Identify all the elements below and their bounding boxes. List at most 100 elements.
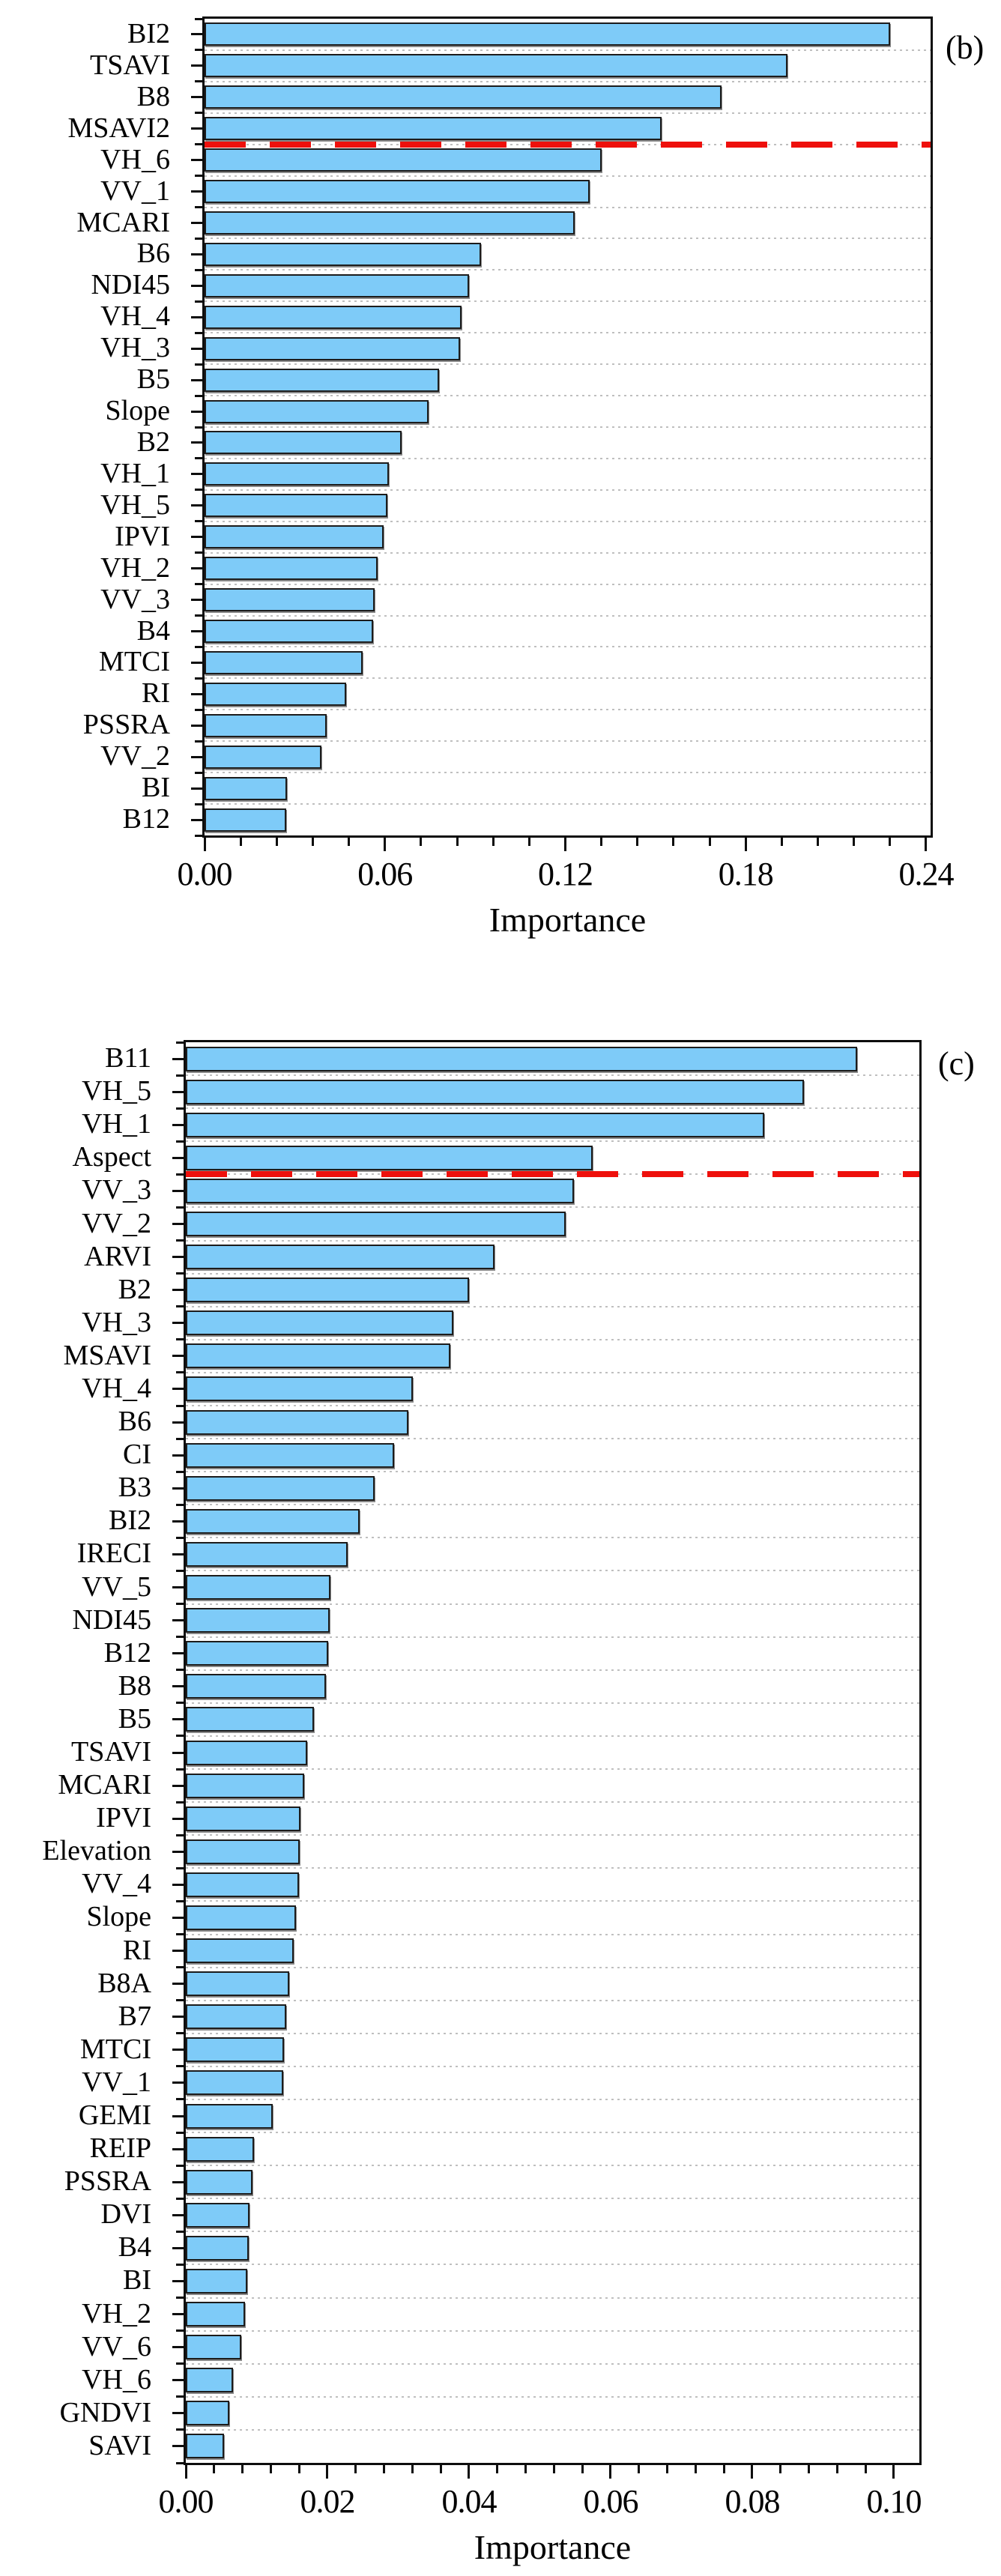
x-axis-minor-tick xyxy=(297,2465,300,2473)
y-axis-minor-tick xyxy=(176,1603,184,1606)
y-axis-major-tick xyxy=(191,347,202,350)
gridline xyxy=(186,1702,919,1704)
x-tick-label: 0.06 xyxy=(583,2483,638,2520)
y-axis-major-tick xyxy=(172,1850,184,1853)
importance-bar xyxy=(205,117,662,141)
y-axis-label: VH_5 xyxy=(82,1075,151,1107)
y-axis-label: B8 xyxy=(118,1670,151,1702)
x-axis-minor-tick xyxy=(354,2465,357,2473)
y-axis-label: GNDVI xyxy=(59,2397,151,2429)
gridline xyxy=(186,2098,919,2100)
gridline xyxy=(186,2395,919,2398)
gridline xyxy=(186,2165,919,2167)
importance-bar xyxy=(186,2335,241,2360)
y-axis-major-tick xyxy=(172,1289,184,1292)
y-axis-label: VV_2 xyxy=(100,740,170,773)
x-axis-minor-tick xyxy=(853,838,856,846)
importance-bar xyxy=(186,2103,273,2129)
y-axis-minor-tick xyxy=(176,1338,184,1341)
importance-bar xyxy=(205,273,470,297)
y-axis-label: B2 xyxy=(118,1273,151,1305)
gridline xyxy=(186,2428,919,2431)
y-axis-minor-tick xyxy=(195,708,202,711)
x-axis-major-tick xyxy=(326,2465,329,2479)
importance-bar xyxy=(205,557,378,581)
x-axis-major-tick xyxy=(609,2465,612,2479)
gridline xyxy=(186,1900,919,1902)
gridline xyxy=(186,2329,919,2332)
y-axis-minor-tick xyxy=(195,175,202,178)
gridline xyxy=(205,551,931,554)
x-axis-major-tick xyxy=(184,2465,187,2479)
y-axis-major-tick xyxy=(172,2213,184,2216)
y-axis-major-tick xyxy=(172,2412,184,2415)
importance-bar xyxy=(186,2004,287,2030)
y-axis-major-tick xyxy=(172,1123,184,1126)
y-axis-label: VV_1 xyxy=(82,2066,151,2099)
importance-bar xyxy=(205,431,402,455)
y-axis-major-tick xyxy=(172,1883,184,1886)
gridline xyxy=(205,583,931,585)
y-axis-major-tick xyxy=(172,1189,184,1192)
x-tick-label: 0.00 xyxy=(158,2483,214,2520)
importance-bar xyxy=(205,745,322,769)
importance-bar xyxy=(186,2401,229,2426)
importance-bar xyxy=(186,1376,414,1402)
y-axis-minor-tick xyxy=(195,331,202,334)
plot-frame: BI2 TSAVI B8 MSAVI2 VH_6 VV_1 MCARI B6 NDI45 VH_4… xyxy=(67,16,954,937)
y-axis-label: RI xyxy=(123,1934,151,1966)
y-axis-major-tick xyxy=(172,1685,184,1688)
x-axis-minor-tick xyxy=(456,838,459,846)
x-axis-minor-tick xyxy=(241,2465,244,2473)
y-axis-label: B4 xyxy=(136,614,170,647)
y-axis-label: B6 xyxy=(136,238,170,270)
y-axis-minor-tick xyxy=(176,1305,184,1308)
importance-bar xyxy=(186,2368,234,2393)
y-axis-label: B5 xyxy=(118,1703,151,1735)
y-axis-major-tick xyxy=(172,2445,184,2448)
y-axis-minor-tick xyxy=(195,740,202,743)
x-axis-minor-tick xyxy=(808,2465,811,2473)
y-axis-major-tick xyxy=(172,1817,184,1820)
importance-bar xyxy=(205,180,590,204)
y-axis-major-tick xyxy=(191,536,202,539)
x-tick-label: 0.02 xyxy=(300,2483,355,2520)
x-axis-minor-tick xyxy=(889,838,892,846)
y-axis-label: REIP xyxy=(89,2132,151,2165)
y-axis-minor-tick xyxy=(176,1140,184,1143)
y-axis-label: MTCI xyxy=(99,646,170,678)
x-axis-major-tick xyxy=(563,838,566,851)
y-axis-label: VH_3 xyxy=(82,1307,151,1339)
y-axis-minor-tick xyxy=(176,2263,184,2266)
y-axis-major-tick xyxy=(172,2147,184,2150)
importance-bar xyxy=(186,2136,254,2162)
y-axis-label: B8 xyxy=(136,81,170,113)
gridline xyxy=(186,2264,919,2266)
y-axis-label: VH_1 xyxy=(82,1108,151,1140)
y-axis-major-tick xyxy=(172,1586,184,1589)
importance-bar xyxy=(186,2434,225,2459)
y-axis-major-tick xyxy=(191,787,202,790)
y-axis-major-tick xyxy=(172,1454,184,1457)
y-axis-label: RI xyxy=(142,677,170,710)
importance-bar xyxy=(186,1145,593,1170)
y-axis-minor-tick xyxy=(195,363,202,366)
importance-bar xyxy=(186,1343,451,1369)
importance-bar xyxy=(186,1409,408,1435)
gridline xyxy=(186,1206,919,1209)
y-axis-minor-tick xyxy=(176,1272,184,1275)
y-axis-major-tick xyxy=(172,2114,184,2117)
y-axis-minor-tick xyxy=(176,1702,184,1705)
x-axis-major-tick xyxy=(925,838,928,851)
gridline xyxy=(186,1140,919,1143)
y-axis-label: IRECI xyxy=(76,1538,151,1570)
importance-bar xyxy=(186,2302,246,2327)
x-axis-minor-tick xyxy=(420,838,423,846)
threshold-line xyxy=(186,1171,919,1178)
importance-bar xyxy=(205,650,363,674)
importance-bar xyxy=(186,1475,375,1501)
importance-bar xyxy=(186,2235,250,2261)
y-axis-major-tick xyxy=(191,818,202,821)
x-axis-title: Importance xyxy=(474,2528,632,2566)
x-axis-minor-tick xyxy=(275,838,278,846)
